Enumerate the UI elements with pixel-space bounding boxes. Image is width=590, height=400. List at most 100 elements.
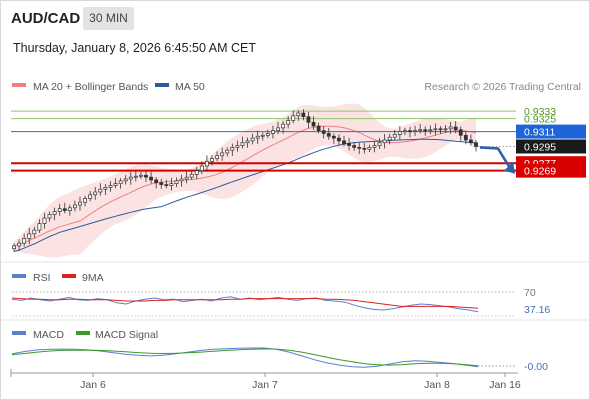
candle-body — [331, 135, 336, 139]
candle — [225, 147, 230, 157]
candle-body — [184, 176, 189, 180]
datetime-label: Thursday, January 8, 2026 6:45:50 AM CET — [13, 41, 256, 55]
candle — [347, 137, 352, 151]
candle — [291, 110, 296, 124]
candle-body — [316, 125, 321, 132]
x-tick-label: Jan 7 — [252, 379, 278, 391]
macd-last-label: -0.00 — [524, 361, 548, 373]
rsi-legend-label: RSI — [33, 272, 51, 284]
candle-body — [108, 185, 113, 188]
last-price-label: 0.9295 — [524, 141, 556, 153]
candle — [113, 178, 118, 189]
candle-body — [169, 183, 174, 186]
candle-body — [423, 129, 428, 132]
candle-body — [128, 176, 133, 180]
candle — [423, 126, 428, 136]
candle — [189, 171, 194, 180]
candle-body — [382, 139, 387, 144]
candle — [392, 130, 397, 140]
forecast-arrow-shaft — [479, 146, 513, 171]
candle-body — [250, 137, 255, 142]
ma50-legend-swatch — [155, 83, 169, 87]
candle-body — [47, 213, 52, 219]
candle-body — [245, 140, 250, 144]
candle-body — [342, 140, 346, 145]
candle-body — [98, 188, 103, 193]
candle — [286, 116, 291, 129]
candle-body — [118, 180, 123, 184]
candle-body — [428, 129, 433, 132]
candle — [88, 190, 93, 202]
candle — [402, 127, 407, 136]
candle — [144, 170, 148, 183]
candle-body — [215, 155, 220, 159]
candle — [468, 134, 473, 146]
candle — [443, 124, 448, 133]
candle-body — [443, 128, 448, 131]
candle — [32, 226, 37, 239]
candle — [133, 170, 138, 182]
candle — [57, 203, 62, 216]
candle-body — [260, 134, 265, 137]
candle-body — [52, 211, 57, 215]
candle-body — [72, 204, 77, 209]
research-credit: Research © 2026 Trading Central — [424, 81, 581, 93]
candle-body — [372, 145, 377, 148]
candle-body — [154, 179, 159, 184]
candle-body — [179, 178, 184, 182]
candle — [37, 219, 42, 233]
macd-panel: -0.00 — [11, 347, 548, 373]
candle-body — [402, 130, 407, 133]
candle — [408, 126, 412, 138]
support-level-label: 0.9269 — [524, 166, 556, 178]
candle-body — [149, 176, 154, 181]
candle-body — [240, 142, 245, 146]
candle-body — [230, 147, 235, 151]
candle — [428, 125, 433, 135]
candle — [67, 204, 72, 216]
candle-body — [438, 128, 443, 131]
forecast-arrow-head — [504, 161, 515, 174]
rsi-panel: 70 37.16 — [11, 287, 550, 317]
candle-body — [189, 174, 194, 178]
candle-body — [255, 135, 260, 139]
candle — [108, 181, 113, 192]
candle-body — [418, 129, 423, 132]
candle — [448, 122, 453, 134]
candle — [169, 177, 174, 191]
candle — [149, 171, 154, 184]
ma50-legend-label: MA 50 — [175, 81, 205, 93]
candle — [316, 122, 321, 134]
candle-body — [159, 182, 164, 185]
candle — [93, 187, 98, 200]
candle — [387, 133, 392, 145]
timeframe-button[interactable]: 30 MIN — [83, 7, 134, 30]
candle-body — [265, 133, 270, 136]
symbol-title: AUD/CAD — [11, 10, 81, 27]
macd-legend-swatch — [12, 331, 26, 335]
candle-body — [225, 149, 230, 154]
candle-body — [392, 134, 397, 138]
candle — [12, 243, 16, 252]
candle-body — [78, 201, 82, 206]
candle — [306, 111, 311, 129]
x-tick-label: Jan 6 — [80, 379, 106, 391]
candle-body — [210, 158, 214, 162]
candle — [250, 133, 255, 145]
candle-body — [67, 207, 72, 211]
candle-body — [291, 115, 296, 121]
candle — [463, 130, 468, 145]
candle — [22, 233, 27, 247]
candle-body — [387, 136, 392, 141]
candle — [62, 202, 67, 214]
candle — [220, 147, 225, 161]
ma20-line — [13, 125, 477, 247]
macd-signal-legend-label: MACD Signal — [95, 329, 158, 341]
candle-body — [453, 126, 458, 131]
candle-body — [296, 112, 301, 117]
candle — [301, 109, 306, 121]
candle — [326, 128, 331, 140]
candle — [281, 120, 286, 134]
candle-body — [336, 137, 341, 142]
x-axis: Jan 6 Jan 7 Jan 8 Jan 16 — [10, 369, 521, 391]
